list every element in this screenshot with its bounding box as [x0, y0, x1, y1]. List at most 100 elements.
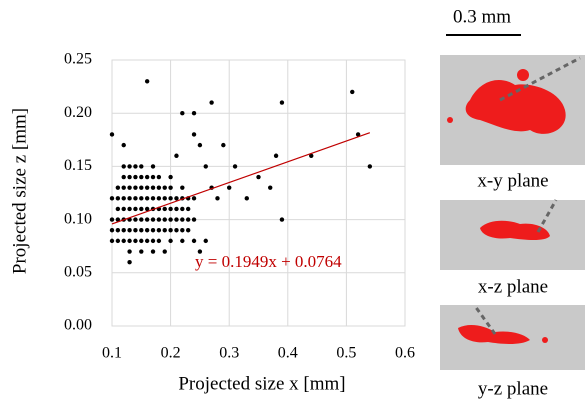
x-axis-title: Projected size x [mm]	[178, 373, 345, 394]
point	[150, 196, 156, 201]
point	[150, 164, 156, 169]
point	[162, 185, 167, 190]
point	[133, 185, 138, 190]
x-tick-label: 0.1	[102, 345, 122, 362]
point	[139, 228, 144, 233]
point	[244, 196, 249, 201]
point	[174, 206, 179, 212]
point	[180, 217, 185, 222]
point	[162, 249, 167, 254]
point	[180, 206, 185, 212]
point	[109, 217, 115, 222]
point	[127, 238, 132, 244]
point	[139, 174, 144, 180]
point	[197, 142, 203, 148]
point	[168, 228, 173, 233]
point	[180, 185, 185, 190]
image-xz	[440, 199, 585, 270]
point	[174, 153, 179, 158]
point	[150, 217, 156, 222]
point	[174, 217, 179, 222]
point	[162, 196, 167, 201]
point	[144, 185, 150, 190]
y-axis-title: Projected size z [mm]	[9, 108, 30, 274]
point	[139, 217, 144, 222]
point	[144, 228, 150, 233]
point	[150, 185, 156, 190]
point	[144, 174, 150, 180]
point	[367, 164, 373, 169]
point	[180, 111, 185, 116]
y-tick-label: 0.20	[64, 104, 92, 121]
point	[127, 206, 132, 212]
plot-border	[111, 59, 406, 327]
trendline-equation: y = 0.1949x + 0.0764	[195, 252, 342, 271]
point	[115, 238, 121, 244]
y-tick-label: 0.25	[64, 51, 92, 68]
point	[150, 228, 156, 233]
point	[127, 228, 132, 233]
point	[203, 164, 208, 169]
y-tick-label: 0.00	[64, 317, 92, 334]
x-tick-label: 0.3	[219, 345, 239, 362]
point	[139, 185, 144, 190]
point	[168, 217, 173, 222]
point	[174, 228, 179, 233]
point	[127, 249, 132, 254]
point	[168, 238, 173, 244]
point	[150, 238, 156, 244]
point	[197, 249, 203, 254]
point	[133, 238, 138, 244]
point	[133, 164, 138, 169]
point	[133, 228, 138, 233]
point	[144, 238, 150, 244]
point	[121, 228, 126, 233]
point	[139, 206, 144, 212]
point	[156, 238, 162, 244]
point	[144, 79, 150, 84]
point	[156, 196, 162, 201]
point	[156, 228, 162, 233]
point	[355, 132, 361, 137]
point	[127, 185, 132, 190]
point	[127, 164, 132, 169]
point	[144, 206, 150, 212]
image-xy	[440, 55, 585, 165]
x-tick-label: 0.6	[395, 345, 415, 362]
point	[115, 206, 121, 212]
point	[156, 217, 162, 222]
point	[150, 249, 156, 254]
trendline	[111, 132, 371, 225]
point	[191, 132, 197, 137]
point	[121, 185, 126, 190]
point	[162, 228, 167, 233]
point	[133, 217, 138, 222]
point	[180, 238, 185, 244]
point	[133, 206, 138, 212]
point	[168, 185, 173, 190]
point	[115, 185, 121, 190]
y-tick-label: 0.05	[64, 263, 92, 280]
x-tick-label: 0.2	[161, 345, 181, 362]
point	[109, 196, 115, 201]
point	[127, 259, 132, 265]
point	[209, 100, 214, 105]
x-tick-label: 0.4	[278, 345, 298, 362]
point	[215, 196, 220, 201]
point	[185, 228, 191, 233]
point	[144, 196, 150, 201]
point	[121, 206, 126, 212]
point	[168, 206, 173, 212]
image-label: x-z plane	[478, 276, 548, 297]
y-tick-label: 0.10	[64, 210, 92, 227]
point	[350, 89, 355, 95]
point	[191, 111, 197, 116]
point	[144, 217, 150, 222]
point	[185, 217, 191, 222]
point	[268, 185, 273, 190]
point	[133, 196, 138, 201]
image-yz	[440, 305, 585, 370]
point	[279, 217, 285, 222]
point	[121, 174, 126, 180]
